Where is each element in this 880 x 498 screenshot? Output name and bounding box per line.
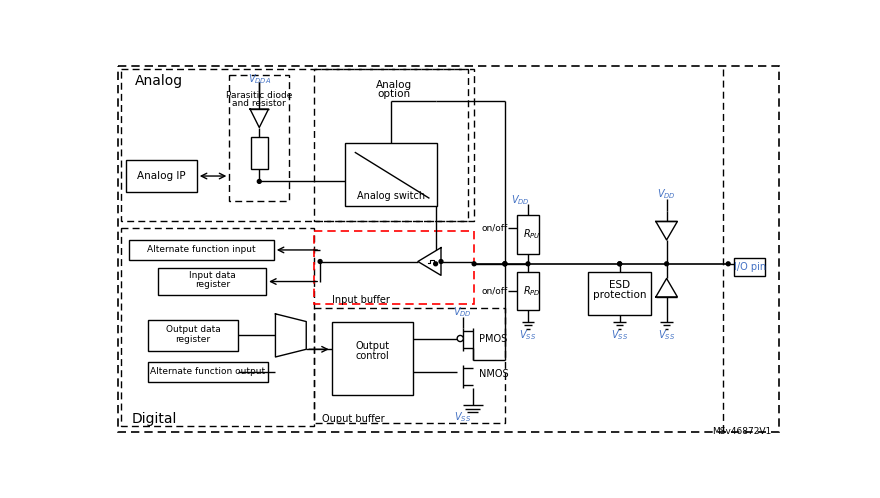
Bar [314, 308, 505, 423]
Bar [126, 160, 197, 192]
Text: $V_{SS}$: $V_{SS}$ [519, 328, 537, 342]
Text: Analog switch: Analog switch [357, 191, 425, 201]
Circle shape [503, 262, 507, 266]
Text: $R_{PU}$: $R_{PU}$ [523, 228, 540, 242]
Text: ESD: ESD [609, 279, 630, 290]
Text: protection: protection [593, 290, 647, 300]
Text: Analog IP: Analog IP [137, 171, 186, 181]
Text: Digital: Digital [131, 411, 177, 426]
Text: Output data: Output data [165, 325, 220, 334]
Circle shape [503, 262, 507, 266]
Text: register: register [194, 280, 230, 289]
Bar [158, 267, 267, 295]
Circle shape [319, 259, 322, 263]
Circle shape [434, 262, 437, 266]
Text: $V_{DDA}$: $V_{DDA}$ [247, 72, 271, 86]
Circle shape [664, 262, 669, 266]
Text: PMOS: PMOS [479, 334, 507, 344]
Polygon shape [656, 222, 678, 240]
Text: on/off: on/off [481, 223, 508, 232]
Text: Ouput buffer: Ouput buffer [322, 414, 385, 424]
Text: I/O pin: I/O pin [734, 262, 766, 272]
Bar [148, 362, 268, 381]
Polygon shape [656, 278, 678, 297]
Text: $V_{DD}$: $V_{DD}$ [511, 193, 530, 207]
Text: $V_{DD}$: $V_{DD}$ [657, 188, 676, 201]
Circle shape [526, 262, 530, 266]
Text: NMOS: NMOS [479, 369, 509, 379]
Polygon shape [275, 314, 306, 357]
Text: Analog: Analog [136, 74, 183, 88]
Bar [229, 75, 290, 201]
Text: $V_{SS}$: $V_{SS}$ [454, 410, 471, 424]
Text: $V_{DD}$: $V_{DD}$ [453, 305, 472, 319]
Text: $V_{SS}$: $V_{SS}$ [658, 328, 675, 342]
Circle shape [618, 262, 621, 266]
Circle shape [473, 262, 476, 266]
Bar [734, 257, 765, 276]
Bar [517, 271, 539, 310]
Bar [345, 143, 437, 206]
Text: register: register [175, 335, 210, 344]
Text: $R_{PD}$: $R_{PD}$ [523, 284, 540, 298]
Text: on/off: on/off [481, 286, 508, 295]
Circle shape [726, 262, 730, 266]
Text: Output: Output [356, 341, 390, 351]
Text: Analog: Analog [376, 80, 412, 90]
Bar [121, 228, 314, 426]
Text: Alternate function input: Alternate function input [147, 246, 256, 254]
Circle shape [618, 262, 621, 266]
Bar [517, 215, 539, 254]
Bar [332, 322, 414, 395]
Bar [588, 271, 651, 315]
Text: option: option [378, 90, 411, 100]
Text: Parasitic diode: Parasitic diode [226, 91, 292, 100]
Bar [314, 69, 474, 222]
Polygon shape [418, 248, 441, 275]
Text: MSv46872V1: MSv46872V1 [712, 427, 771, 436]
Bar [129, 240, 274, 260]
Text: and resistor: and resistor [232, 99, 286, 108]
Bar [251, 137, 268, 169]
Circle shape [458, 336, 463, 342]
Bar [314, 231, 474, 304]
Circle shape [257, 179, 261, 183]
Bar [121, 69, 468, 222]
Text: Input data: Input data [189, 271, 236, 280]
Circle shape [439, 259, 443, 263]
Text: Input buffer: Input buffer [332, 295, 390, 305]
Text: $V_{SS}$: $V_{SS}$ [611, 328, 628, 342]
Bar [148, 320, 238, 351]
Text: Alternate function output: Alternate function output [150, 367, 265, 376]
Text: control: control [356, 351, 389, 361]
Polygon shape [250, 109, 268, 127]
Circle shape [503, 262, 507, 266]
